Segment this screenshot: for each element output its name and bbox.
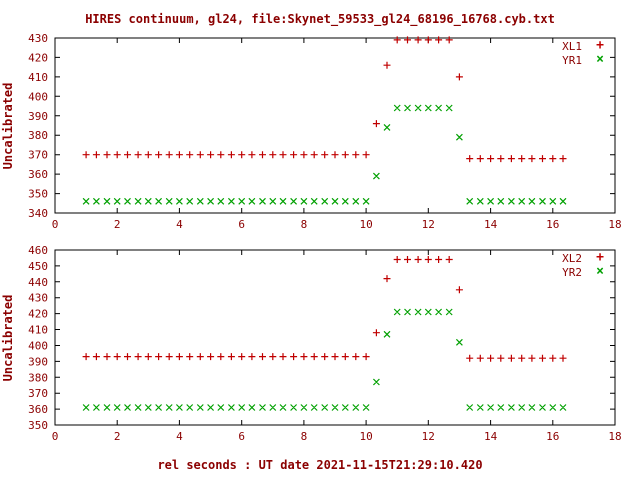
x-tick-label: 12 [422,430,435,443]
series-YR2-markers [82,308,567,411]
x-tick-label: 2 [114,218,121,231]
series-XL2-markers [82,256,567,362]
x-tick-label: 14 [484,430,498,443]
cross-marker-icon: × [596,264,604,279]
legend-entry-yr1: YR1 × [498,53,608,67]
series-YR1-markers [82,104,567,205]
y-tick-label: 420 [28,51,48,64]
chart-title: HIRES continuum, gl24, file:Skynet_59533… [85,12,555,26]
x-tick-label: 10 [359,218,372,231]
x-tick-label: 4 [176,218,183,231]
y-tick-label: 440 [28,276,48,289]
top-y-axis-label: Uncalibrated [1,83,15,170]
legend-entry-yr2: YR2 × [498,265,608,279]
x-tick-label: 6 [238,218,245,231]
x-tick-label: 6 [238,430,245,443]
plus-marker-icon: + [596,250,604,265]
x-tick-label: 12 [422,218,435,231]
x-tick-label: 10 [359,430,372,443]
top-legend: XL1 + YR1 × [498,39,608,67]
x-tick-label: 0 [52,430,59,443]
y-tick-label: 380 [28,129,48,142]
y-tick-label: 410 [28,71,48,84]
bottom-legend: XL2 + YR2 × [498,251,608,279]
legend-label-xl1: XL1 [562,39,582,53]
cross-marker-icon: × [596,52,604,67]
y-tick-label: 370 [28,387,48,400]
y-tick-label: 350 [28,188,48,201]
x-axis-label: rel seconds : UT date 2021-11-15T21:29:1… [157,458,483,472]
y-tick-label: 360 [28,168,48,181]
y-tick-label: 410 [28,324,48,337]
x-tick-label: 8 [301,430,308,443]
y-tick-label: 360 [28,403,48,416]
y-tick-label: 340 [28,207,48,220]
bottom-y-axis-label: Uncalibrated [1,295,15,382]
x-tick-label: 4 [176,430,183,443]
x-tick-label: 18 [608,218,621,231]
top-panel-chart: Uncalibrated 0 2 4 6 8 10 12 14 16 18 340 350 360 370… [1,32,622,231]
plus-marker-icon: + [596,38,604,53]
y-tick-label: 400 [28,90,48,103]
legend-label-yr1: YR1 [562,53,582,67]
y-tick-label: 430 [28,32,48,45]
legend-entry-xl1: XL1 + [498,39,608,53]
x-tick-label: 18 [608,430,621,443]
y-tick-label: 380 [28,371,48,384]
x-tick-label: 14 [484,218,498,231]
legend-entry-xl2: XL2 + [498,251,608,265]
y-tick-label: 350 [28,419,48,432]
x-tick-label: 16 [546,218,559,231]
plot-border [54,37,616,214]
x-tick-label: 0 [52,218,59,231]
y-tick-label: 420 [28,308,48,321]
series-XL1-markers [82,36,567,163]
y-tick-label: 390 [28,355,48,368]
y-tick-label: 460 [28,244,48,257]
bottom-panel-chart: Uncalibrated 0 2 4 6 8 10 12 14 16 18 350 360 370 380… [1,244,622,443]
y-tick-label: 370 [28,149,48,162]
y-tick-label: 390 [28,110,48,123]
x-tick-label: 8 [301,218,308,231]
y-tick-label: 430 [28,292,48,305]
y-tick-label: 400 [28,340,48,353]
legend-label-xl2: XL2 [562,251,582,265]
x-tick-label: 2 [114,430,121,443]
plot-border [54,249,616,426]
legend-label-yr2: YR2 [562,265,582,279]
axis-ticks [54,249,616,426]
y-tick-label: 450 [28,260,48,273]
x-tick-label: 16 [546,430,559,443]
